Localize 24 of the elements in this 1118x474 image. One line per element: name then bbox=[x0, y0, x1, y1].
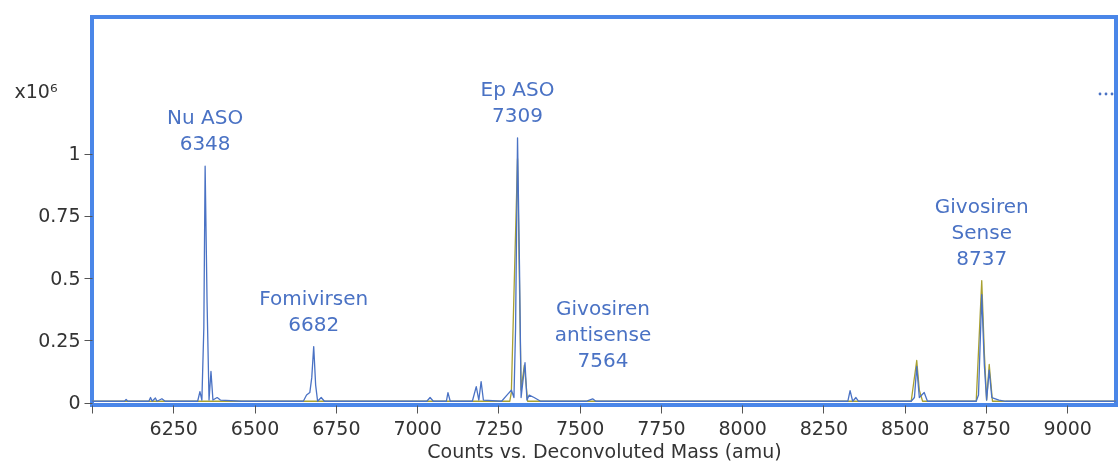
y-axis-title: x10⁶ bbox=[14, 79, 58, 102]
y-tick-label: 0.25 bbox=[38, 328, 81, 351]
annotation: Nu ASO 6348 bbox=[167, 105, 244, 156]
annotation: Fomivirsen 6682 bbox=[259, 285, 369, 336]
annotation: Givosiren antisense 7564 bbox=[554, 296, 652, 372]
x-tick-label: 6750 bbox=[312, 416, 361, 439]
annotation: Givosiren Sense 8737 bbox=[934, 193, 1029, 270]
x-tick-label: 6500 bbox=[230, 416, 280, 439]
x-tick-label: 7500 bbox=[555, 416, 605, 439]
x-tick-label: 9000 bbox=[1043, 416, 1092, 439]
x-tick-label: 8500 bbox=[881, 416, 930, 439]
y-tick-label: 0 bbox=[68, 391, 81, 414]
y-tick-label: 0.75 bbox=[38, 204, 81, 227]
x-tick-label: 7250 bbox=[474, 416, 524, 439]
x-tick-label: 8750 bbox=[962, 416, 1011, 439]
x-tick-label: 6250 bbox=[149, 416, 198, 439]
y-tick-label: 1 bbox=[68, 142, 81, 165]
x-tick-label: 8000 bbox=[718, 416, 767, 439]
annotation: Ep ASO 7309 bbox=[480, 76, 555, 127]
y-tick-label: 0.5 bbox=[50, 266, 81, 289]
x-axis-title: Counts vs. Deconvoluted Mass (amu) bbox=[427, 439, 782, 462]
x-tick-label: 7000 bbox=[393, 416, 442, 439]
x-tick-label: 8250 bbox=[799, 416, 849, 439]
x-tick-label: 7750 bbox=[637, 416, 686, 439]
